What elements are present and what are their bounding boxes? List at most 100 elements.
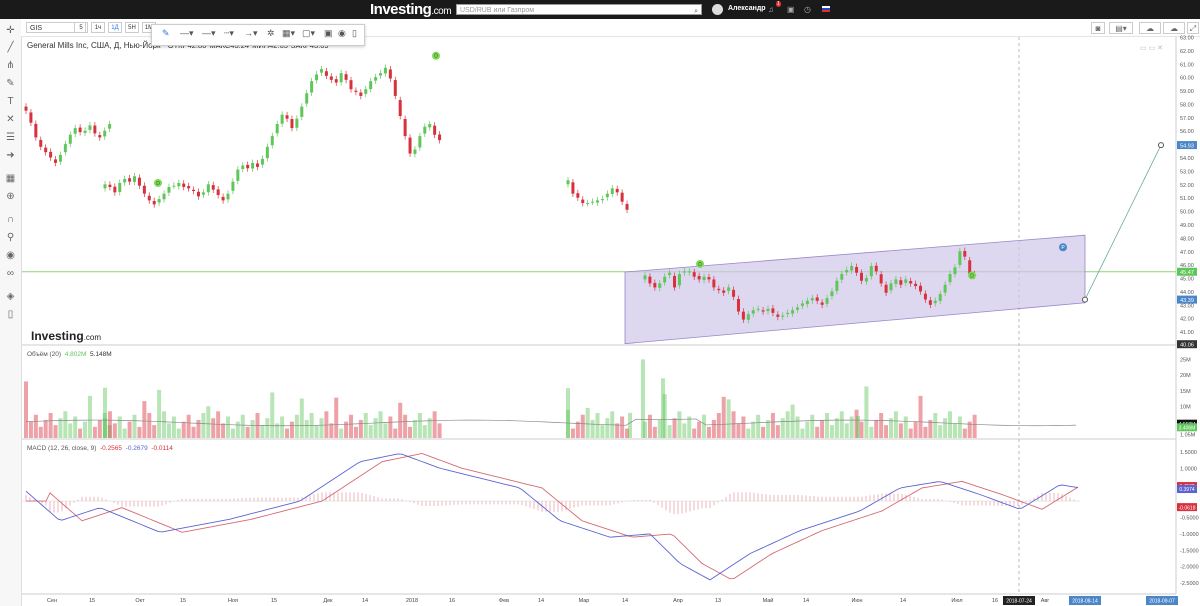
volume-bar bbox=[107, 411, 112, 438]
price-axis-badge bbox=[1177, 141, 1197, 150]
volume-bar bbox=[102, 413, 107, 438]
crosshair-icon[interactable]: ✛ bbox=[6, 25, 15, 36]
volume-bar bbox=[672, 418, 677, 438]
candle-body bbox=[216, 189, 220, 196]
site-logo[interactable]: Investing.com bbox=[370, 1, 452, 18]
line-style-icon[interactable]: ┄▾ bbox=[224, 28, 234, 38]
briefcase-icon[interactable]: ▣ bbox=[787, 5, 795, 14]
camera-icon[interactable]: ◙ bbox=[1091, 22, 1105, 34]
template-icon[interactable]: ▦▾ bbox=[282, 28, 296, 38]
candle-body bbox=[187, 186, 191, 189]
clock-icon[interactable]: ◷ bbox=[804, 5, 811, 14]
dividend-marker-label: D bbox=[970, 273, 974, 279]
lock-icon[interactable]: ▣ bbox=[324, 28, 333, 38]
trendline-icon[interactable]: ╱ bbox=[7, 42, 14, 53]
pitchfork-icon[interactable]: ⋔ bbox=[6, 60, 15, 71]
pattern-icon[interactable]: ✕ bbox=[6, 114, 15, 125]
volume-bar bbox=[856, 416, 860, 438]
volume-bar bbox=[132, 414, 137, 438]
pencil-icon[interactable]: ✎ bbox=[162, 28, 170, 38]
dividend-marker-label: D bbox=[434, 54, 438, 60]
volume-bar bbox=[933, 413, 938, 438]
pane-controls[interactable]: ▭ ▭ ✕ bbox=[1140, 45, 1163, 52]
volume-bar bbox=[270, 392, 275, 438]
volume-bar bbox=[53, 425, 58, 438]
macd-tick: 1.5000 bbox=[1180, 450, 1197, 456]
symbol-input[interactable]: GIS bbox=[26, 22, 86, 33]
fullscreen-icon[interactable]: ⤢ bbox=[1187, 22, 1199, 34]
time-tick: 14 bbox=[362, 598, 368, 604]
delete-icon[interactable]: ▯ bbox=[352, 28, 357, 38]
price-tick: 61.00 bbox=[1180, 62, 1194, 68]
cloud-save-icon[interactable]: ☁ bbox=[1139, 22, 1161, 34]
fibonacci-icon[interactable]: ☰ bbox=[6, 132, 15, 143]
volume-bar bbox=[103, 418, 107, 438]
candle-body bbox=[39, 139, 43, 147]
search-input[interactable]: USD/RUB или Газпром ⌕ bbox=[456, 4, 702, 15]
eye-icon[interactable]: ◉ bbox=[6, 250, 15, 261]
copy-icon[interactable]: ▢▾ bbox=[302, 28, 316, 38]
settings-icon[interactable]: ✲ bbox=[267, 28, 275, 38]
arrow-style-icon[interactable]: →▾ bbox=[244, 28, 258, 38]
volume-bar bbox=[437, 423, 442, 438]
candle-body bbox=[776, 314, 780, 317]
user-name[interactable]: Александр bbox=[728, 5, 766, 12]
candle-body bbox=[820, 302, 824, 305]
timeframe-1d[interactable]: 1Д bbox=[108, 22, 122, 33]
timeframe-1h[interactable]: 1ч bbox=[91, 22, 105, 33]
price-tick: 43.00 bbox=[1180, 303, 1194, 309]
dividend-marker-label: D bbox=[156, 181, 160, 187]
volume-bar bbox=[24, 381, 28, 438]
back-arrow-icon[interactable]: ➜ bbox=[6, 150, 15, 161]
volume-bar bbox=[800, 428, 805, 438]
measure-icon[interactable]: ▦ bbox=[5, 173, 16, 184]
volume-bar bbox=[260, 425, 265, 438]
magnet-icon[interactable]: ∩ bbox=[6, 214, 15, 225]
layers-icon[interactable]: ◈ bbox=[6, 291, 15, 302]
lock-drawings-icon[interactable]: ⚲ bbox=[6, 232, 15, 243]
volume-bar bbox=[677, 411, 682, 438]
timeframe-5w[interactable]: 5Н bbox=[125, 22, 139, 33]
candle-body bbox=[894, 279, 898, 284]
volume-bar bbox=[265, 418, 270, 438]
macd-axis-badge-label: -0.0618 bbox=[1179, 505, 1196, 511]
volume-bar bbox=[889, 418, 893, 438]
brush-icon[interactable]: ✎ bbox=[6, 78, 15, 89]
volume-bar bbox=[285, 428, 290, 438]
cloud-load-icon[interactable]: ☁ bbox=[1163, 22, 1185, 34]
candle-body bbox=[919, 285, 923, 292]
candle-body bbox=[815, 297, 819, 301]
candle-body bbox=[221, 196, 225, 201]
candle-body bbox=[108, 124, 112, 129]
candle-body bbox=[280, 114, 284, 124]
bell-icon[interactable]: ♫ bbox=[768, 5, 774, 14]
candle-body bbox=[746, 314, 750, 320]
volume-bar bbox=[948, 411, 953, 438]
text-tool-icon[interactable]: T bbox=[7, 96, 14, 107]
visibility-icon[interactable]: ◉ bbox=[338, 28, 346, 38]
macd-tick: -1.5000 bbox=[1180, 548, 1199, 554]
trash-icon[interactable]: ▯ bbox=[7, 309, 14, 320]
zoom-in-icon[interactable]: ⊕ bbox=[6, 191, 15, 202]
chart-type-icon[interactable]: ▤▾ bbox=[1109, 22, 1133, 34]
link-icon[interactable]: ∞ bbox=[6, 268, 15, 279]
language-flag-icon[interactable] bbox=[822, 6, 830, 12]
volume-bar bbox=[590, 419, 595, 438]
time-tick: Фев bbox=[499, 598, 509, 604]
search-icon[interactable]: ⌕ bbox=[694, 8, 698, 15]
candle-body bbox=[344, 74, 348, 80]
line-color-icon[interactable]: —▾ bbox=[180, 28, 194, 38]
volume-bar bbox=[884, 425, 889, 438]
candle-body bbox=[88, 125, 92, 130]
volume-bar bbox=[122, 428, 127, 438]
volume-bar bbox=[280, 416, 285, 438]
timeframe-5[interactable]: 5 bbox=[74, 22, 88, 33]
candle-body bbox=[413, 149, 417, 154]
volume-bar bbox=[595, 413, 600, 438]
volume-bar bbox=[943, 418, 948, 438]
avatar[interactable] bbox=[712, 4, 723, 15]
split-marker-label: P bbox=[1061, 245, 1065, 251]
line-width-icon[interactable]: —▾ bbox=[202, 28, 216, 38]
volume-bar bbox=[157, 389, 162, 438]
